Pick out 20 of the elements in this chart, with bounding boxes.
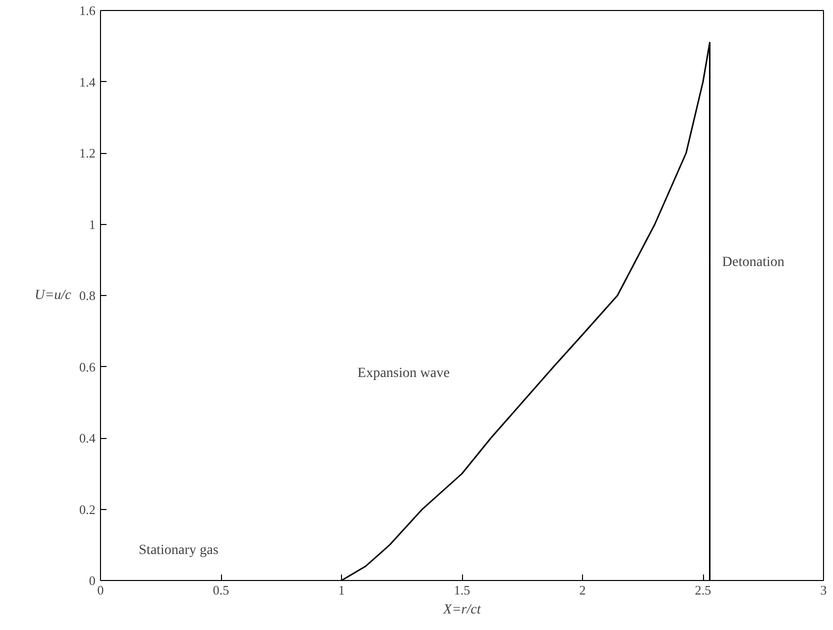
y-tick-label: 1.2 [79, 146, 96, 160]
y-tick-label: 1.4 [79, 74, 96, 90]
x-tick-label: 1 [338, 582, 345, 598]
x-axis-title: X=r/ct [442, 602, 482, 618]
x-tick-label: 0.5 [212, 582, 230, 598]
x-tick-label: 2 [579, 582, 586, 598]
y-tick-label: 1 [89, 216, 96, 232]
y-tick-label: 0.8 [79, 288, 96, 303]
x-tick-label: 3 [820, 582, 827, 598]
annotation: Expansion wave [358, 366, 450, 382]
annotation: Stationary gas [138, 542, 218, 558]
y-tick-label: 0.2 [79, 502, 96, 517]
y-axis-title: U=u/c [34, 288, 72, 303]
y-tick-label: 1.6 [79, 3, 96, 18]
y-tick-label: 0.4 [79, 430, 96, 446]
annotation: Detonation [722, 254, 784, 270]
y-tick-label: 0 [89, 573, 96, 588]
y-tick-label: 0.6 [79, 359, 96, 374]
x-tick-label: 1.5 [454, 582, 470, 598]
x-tick-label: 2.5 [694, 582, 712, 598]
